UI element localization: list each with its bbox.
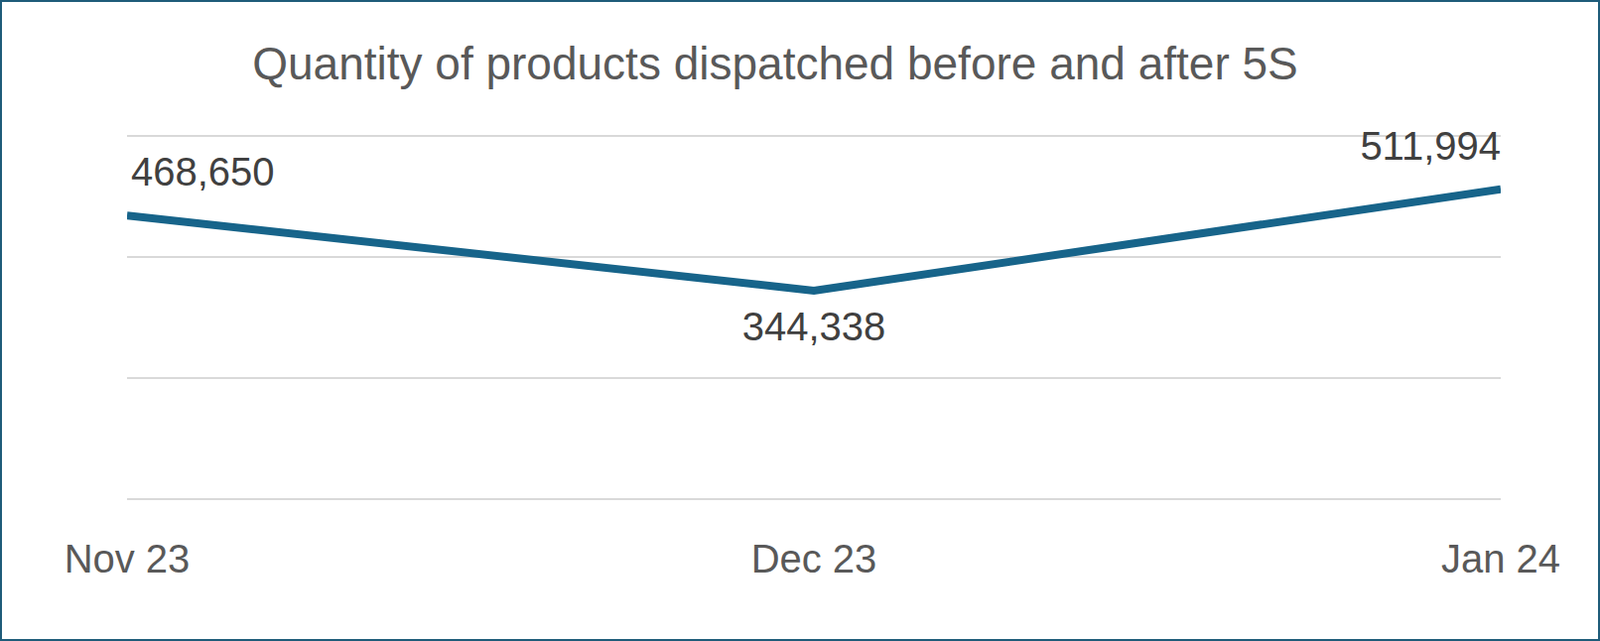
data-label: 468,650	[131, 149, 275, 194]
data-line	[127, 189, 1501, 291]
x-tick-label: Dec 23	[751, 536, 878, 581]
chart-title: Quantity of products dispatched before a…	[252, 37, 1299, 90]
x-tick-label: Jan 24	[1441, 536, 1561, 581]
plot-area	[127, 189, 1501, 291]
grid-line	[127, 377, 1501, 380]
data-label: 511,994	[1359, 124, 1501, 168]
grid-line	[127, 134, 1501, 137]
grid-line	[127, 498, 1501, 501]
grid-line	[127, 256, 1501, 259]
chart: Quantity of products dispatched before a…	[0, 0, 1600, 641]
data-label: 344,338	[742, 304, 887, 349]
x-tick-label: Nov 23	[64, 536, 191, 581]
